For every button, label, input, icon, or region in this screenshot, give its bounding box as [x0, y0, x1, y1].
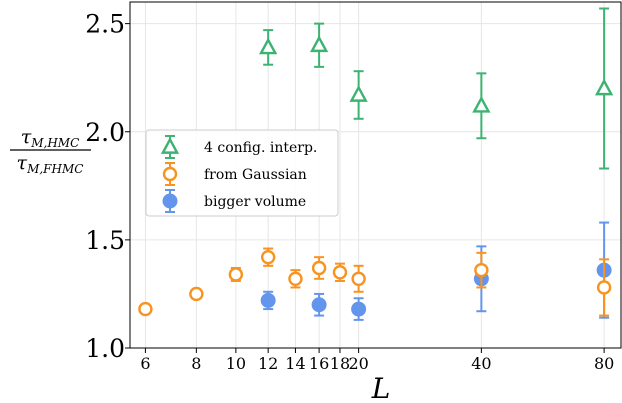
data-point — [311, 297, 327, 313]
data-point — [260, 249, 276, 265]
legend-label: from Gaussian — [204, 167, 307, 183]
data-point — [349, 84, 368, 102]
x-tick-label: 14 — [285, 354, 305, 373]
x-tick-label: 10 — [226, 354, 246, 373]
legend-box — [145, 129, 339, 217]
legend-entry: bigger volume — [162, 189, 306, 213]
x-tick-label: 18 — [330, 354, 350, 373]
data-point — [351, 271, 366, 286]
x-tick-label: 6 — [140, 354, 150, 373]
legend-entry: 4 config. interp. — [160, 135, 317, 159]
y-axis-label-denominator: τM,FHMC — [17, 152, 84, 176]
plot-frame — [129, 1, 622, 349]
data-point — [189, 286, 204, 302]
legend: 4 config. interp. from Gaussian bigger vol… — [145, 129, 339, 217]
data-point — [332, 265, 348, 280]
x-tick-label: 20 — [348, 354, 368, 373]
x-tick-label: 40 — [471, 354, 491, 373]
y-axis-label: τM,HMC τM,FHMC — [10, 126, 91, 176]
data-point — [472, 95, 491, 113]
x-tick-label: 12 — [258, 354, 278, 373]
data-point — [596, 280, 612, 295]
data-point — [309, 35, 329, 53]
legend-label: 4 config. interp. — [204, 140, 317, 156]
y-tick-label: 1.5 — [85, 226, 125, 255]
data-point — [594, 78, 614, 96]
data-point — [138, 301, 153, 317]
data-point — [288, 271, 303, 286]
data-point — [260, 292, 276, 308]
legend-marker — [162, 166, 178, 182]
x-axis-label: L — [371, 372, 391, 403]
x-tick-label: 8 — [191, 354, 201, 373]
y-tick-label: 1.0 — [85, 334, 125, 363]
legend-marker — [162, 193, 178, 209]
data-point — [311, 260, 327, 276]
x-tick-label: 16 — [309, 354, 329, 373]
y-tick-label: 2.0 — [85, 118, 125, 147]
data-point — [228, 267, 244, 282]
series-from-gaussian — [138, 247, 612, 317]
x-tick-label: 80 — [594, 354, 614, 373]
data-point — [351, 301, 367, 317]
legend-marker — [160, 136, 180, 154]
legend-entry: from Gaussian — [162, 162, 307, 186]
y-tick-label: 2.5 — [85, 10, 125, 39]
legend-label: bigger volume — [204, 194, 306, 210]
data-point — [259, 37, 278, 55]
y-axis: 1.0 1.5 2.0 2.5 — [85, 10, 130, 363]
series-4-config-interp — [259, 7, 614, 170]
series-layer — [138, 7, 614, 321]
data-point — [474, 262, 489, 278]
y-axis-label-numerator: τM,HMC — [21, 126, 80, 150]
